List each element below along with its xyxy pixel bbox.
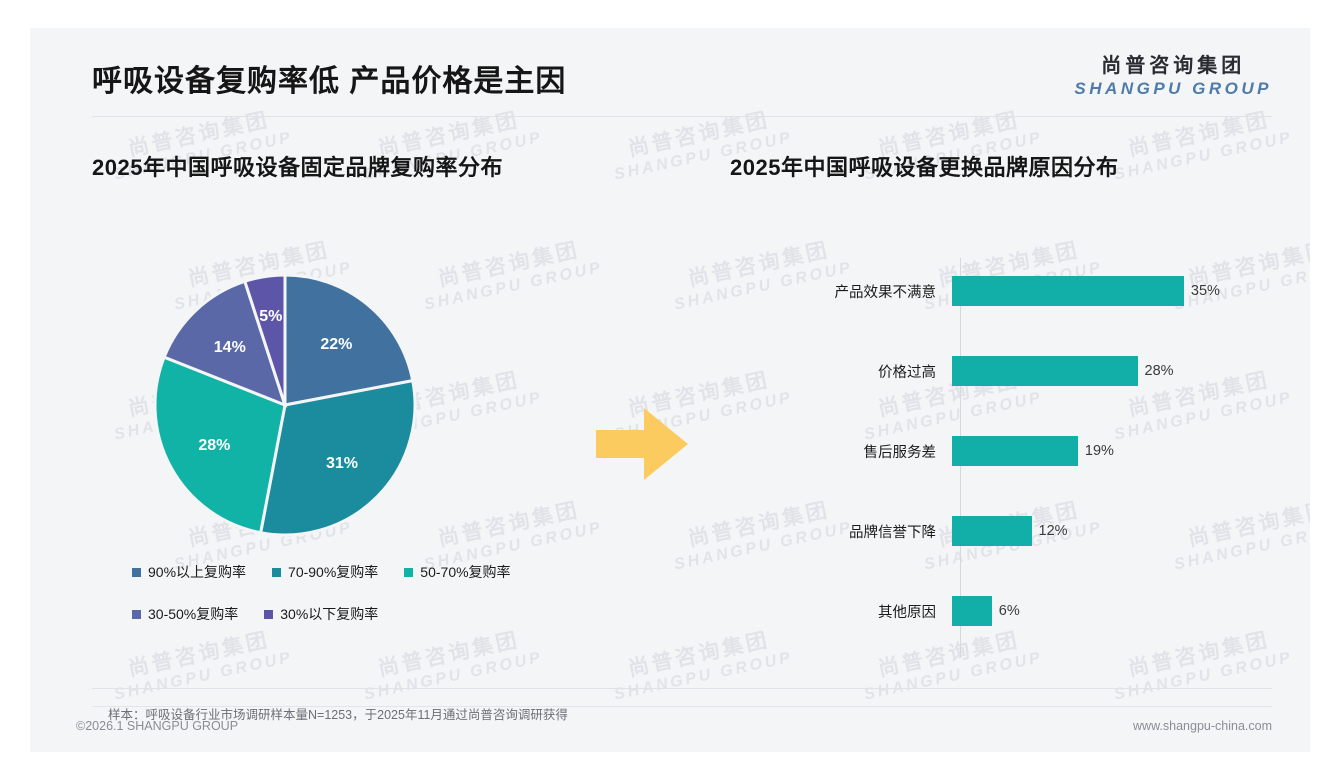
bar-chart: 产品效果不满意 35% 价格过高 28% 售后服务差 19% 品牌信誉下降 12% 其他原因 6% [730, 258, 1270, 678]
pie-slice-label: 28% [198, 437, 230, 454]
bar-track: 19% [952, 430, 1270, 472]
bar-fill[interactable] [952, 436, 1078, 466]
pie-chart: 22% 31% 28% 14% 5% [150, 270, 420, 540]
legend-item-label: 90%以上复购率 [148, 564, 247, 580]
right-chart-panel: 2025年中国呼吸设备更换品牌原因分布 产品效果不满意 35% 价格过高 28% 售后服… [730, 150, 1270, 670]
legend-swatch-icon [272, 567, 282, 577]
bar-row[interactable]: 产品效果不满意 35% [730, 270, 1270, 312]
copyright-text: ©2026.1 SHANGPU GROUP [76, 719, 239, 733]
bar-value-label: 12% [1038, 523, 1068, 539]
bar-track: 35% [952, 270, 1270, 312]
right-chart-title: 2025年中国呼吸设备更换品牌原因分布 [730, 155, 1119, 180]
legend-swatch-icon [404, 567, 414, 577]
bar-fill[interactable] [952, 276, 1184, 306]
pie-legend: 90%以上复购率 70-90%复购率 50-70%复购率 30-50%复购率 30%以下… [132, 562, 592, 646]
legend-item[interactable]: 90%以上复购率 [132, 562, 246, 582]
pie-chart-svg: 22% 31% 28% 14% 5% [153, 273, 417, 537]
logo-chinese-text: 尚普咨询集团 [1101, 55, 1246, 77]
left-chart-title: 2025年中国呼吸设备固定品牌复购率分布 [92, 155, 503, 180]
pie-slice-label: 14% [214, 339, 246, 356]
logo-english-text: SHANGPU GROUP [1074, 79, 1272, 98]
bar-category-label: 品牌信誉下降 [849, 524, 936, 541]
legend-item-label: 30-50%复购率 [148, 606, 239, 622]
footnote-divider [92, 688, 1272, 689]
bar-category-label: 售后服务差 [863, 444, 937, 461]
bar-row[interactable]: 品牌信誉下降 12% [730, 510, 1270, 552]
legend-swatch-icon [264, 609, 274, 619]
legend-swatch-icon [132, 609, 141, 619]
bar-track: 28% [952, 350, 1270, 392]
bar-row[interactable]: 价格过高 28% [730, 350, 1270, 392]
slide-canvas: 尚普咨询集团 SHANGPU GROUP 尚普咨询集团 SHANGPU GROUP 尚普… [30, 28, 1310, 752]
header-divider [92, 116, 1272, 117]
footer-divider [92, 706, 1272, 707]
pie-slice-group [153, 273, 417, 537]
bar-value-label: 28% [1144, 363, 1174, 379]
sample-footnote: 样本：呼吸设备行业市场调研样本量N=1253，于2025年11月通过尚普咨询调研… [108, 708, 568, 722]
bar-category-label: 价格过高 [878, 364, 936, 381]
bar-fill[interactable] [952, 596, 992, 626]
legend-swatch-icon [132, 567, 141, 577]
bar-value-label: 6% [998, 603, 1020, 619]
bar-row[interactable]: 售后服务差 19% [730, 430, 1270, 472]
slide-footer: ©2026.1 SHANGPU GROUP www.shangpu-china.… [30, 706, 1310, 752]
pie-slice[interactable] [153, 355, 287, 535]
legend-item[interactable]: 50-70%复购率 [404, 562, 511, 582]
bar-track: 6% [952, 590, 1270, 632]
pie-slice[interactable] [283, 273, 415, 407]
bar-value-label: 35% [1190, 283, 1220, 299]
bar-fill[interactable] [952, 356, 1138, 386]
legend-item[interactable]: 30-50%复购率 [132, 604, 238, 624]
left-chart-panel: 2025年中国呼吸设备固定品牌复购率分布 22% 31% 28% 14% 5% 90%以… [92, 150, 692, 670]
pie-slice[interactable] [258, 378, 417, 537]
pie-slice-label: 5% [259, 308, 282, 325]
pie-label-group: 22% 31% 28% 14% 5% [198, 308, 358, 472]
brand-logo: 尚普咨询集团 SHANGPU GROUP [1074, 54, 1272, 99]
legend-item[interactable]: 70-90%复购率 [272, 562, 378, 582]
page-title: 呼吸设备复购率低 产品价格是主因 [92, 65, 567, 98]
pie-slice-label: 31% [326, 455, 358, 472]
website-link[interactable]: www.shangpu-china.com [1133, 719, 1272, 733]
pie-slice[interactable] [242, 273, 287, 406]
legend-item-label: 70-90%复购率 [288, 564, 379, 580]
slide-header: 呼吸设备复购率低 产品价格是主因 尚普咨询集团 SHANGPU GROUP [30, 28, 1310, 118]
legend-item-label: 50-70%复购率 [420, 564, 511, 580]
bar-row[interactable]: 其他原因 6% [730, 590, 1270, 632]
bar-track: 12% [952, 510, 1270, 552]
bar-category-label: 产品效果不满意 [834, 284, 937, 301]
legend-item[interactable]: 30%以下复购率 [264, 604, 378, 624]
pie-slice-label: 22% [320, 336, 352, 353]
arrow-right-icon [596, 406, 688, 487]
bar-category-label: 其他原因 [878, 604, 936, 621]
bar-fill[interactable] [952, 516, 1032, 546]
bar-value-label: 19% [1084, 443, 1114, 459]
legend-item-label: 30%以下复购率 [280, 606, 379, 622]
